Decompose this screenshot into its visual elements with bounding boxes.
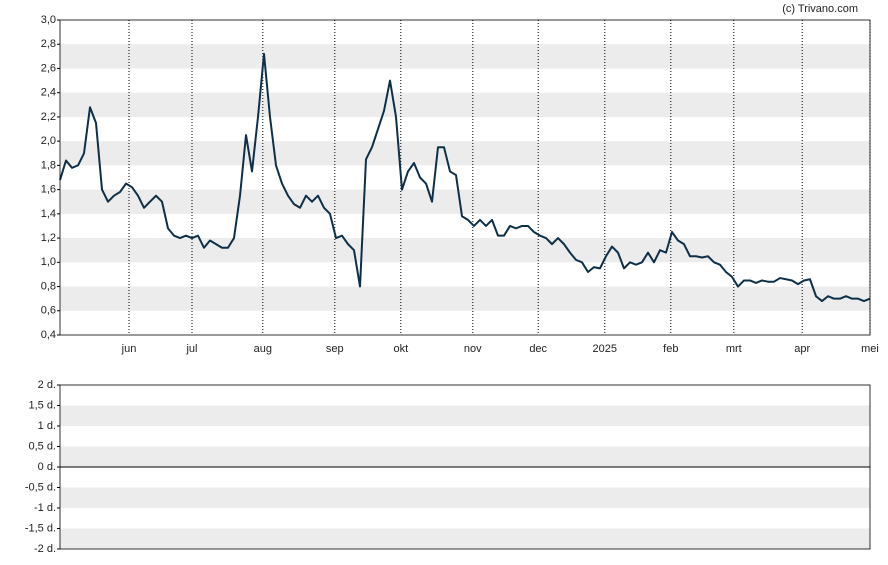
y-tick-label: 1,0 [41, 256, 56, 268]
x-tick-label: mrt [726, 343, 742, 355]
x-tick-label: dec [529, 343, 547, 355]
x-tick-label: apr [794, 343, 810, 355]
y-tick-label: 0,4 [41, 329, 56, 341]
x-tick-label: sep [326, 343, 344, 355]
credit: (c) Trivano.com [782, 3, 858, 15]
y-tick-label: 2,0 [41, 135, 56, 147]
y-tick-label: 2,4 [41, 87, 56, 99]
y-tick-label: 2,2 [41, 111, 56, 123]
price-line [59, 52, 871, 303]
grid-band [60, 487, 870, 508]
y-tick-label: -0,5 d. [25, 481, 56, 493]
x-tick-label: jul [185, 343, 197, 355]
y-tick-label: 1,2 [41, 232, 56, 244]
y-tick-label: 0,8 [41, 280, 56, 292]
y-tick-label: 1,4 [41, 208, 56, 220]
y-tick-label: -1,5 d. [25, 522, 56, 534]
x-tick-label: 2025 [593, 343, 617, 355]
y-tick-label: -1 d. [34, 502, 56, 514]
grid-band [60, 405, 870, 426]
y-tick-label: 1,6 [41, 184, 56, 196]
x-tick-label: nov [464, 343, 482, 355]
grid-band [60, 92, 870, 117]
grid-band [60, 238, 870, 263]
x-tick-label: aug [254, 343, 272, 355]
x-tick-label: jun [121, 343, 137, 355]
x-tick-label: mei [861, 343, 879, 355]
grid-band [60, 528, 870, 549]
x-tick-label: feb [663, 343, 678, 355]
grid-band [60, 44, 870, 69]
grid-band [60, 446, 870, 467]
y-tick-label: -2 d. [34, 543, 56, 555]
grid-band [60, 141, 870, 166]
plot-frame [59, 384, 871, 550]
y-tick-label: 3,0 [41, 14, 56, 26]
grid-band [60, 189, 870, 214]
y-tick-label: 2,6 [41, 62, 56, 74]
y-tick-label: 2,8 [41, 38, 56, 50]
y-tick-label: 0 d. [38, 461, 56, 473]
y-tick-label: 1,8 [41, 159, 56, 171]
x-tick-label: okt [393, 343, 408, 355]
y-tick-label: 2 d. [38, 379, 56, 391]
grid-band [60, 286, 870, 311]
y-tick-label: 0,5 d. [28, 440, 56, 452]
y-tick-label: 1,5 d. [28, 399, 56, 411]
plot-frame [59, 19, 871, 336]
y-tick-label: 0,6 [41, 305, 56, 317]
y-tick-label: 1 d. [38, 420, 56, 432]
